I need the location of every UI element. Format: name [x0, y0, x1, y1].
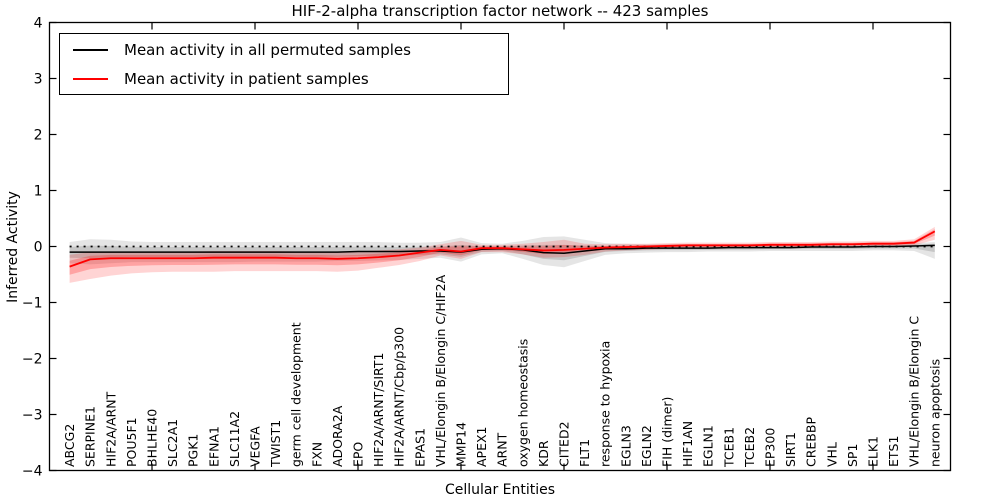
- category-label: SLC2A1: [165, 419, 180, 467]
- y-tick-label: −2: [22, 352, 43, 368]
- category-label: ABCG2: [62, 424, 77, 467]
- legend-label-patient: Mean activity in patient samples: [124, 69, 369, 88]
- y-tick-label: −3: [22, 408, 43, 424]
- chart-title: HIF-2-alpha transcription factor network…: [291, 2, 709, 20]
- category-label: CREBBP: [804, 417, 819, 467]
- category-label: ARNT: [495, 432, 510, 467]
- y-tick-label: −1: [22, 296, 43, 312]
- category-label: PGK1: [186, 434, 201, 467]
- category-label: EGLN3: [618, 425, 633, 467]
- category-label: FXN: [309, 442, 324, 467]
- y-tick-label: 2: [34, 128, 43, 144]
- legend-item-permuted: Mean activity in all permuted samples: [73, 39, 508, 61]
- category-label: BHLHE40: [145, 409, 160, 467]
- legend-label-permuted: Mean activity in all permuted samples: [124, 40, 411, 59]
- category-label: EGLN2: [639, 425, 654, 467]
- x-axis-label: Cellular Entities: [444, 482, 556, 498]
- category-label: SLC11A2: [227, 411, 242, 467]
- category-label: POU5F1: [124, 417, 139, 467]
- y-tick-label: 3: [34, 72, 43, 88]
- legend-item-patient: Mean activity in patient samples: [73, 68, 508, 90]
- category-label: TWIST1: [268, 420, 283, 468]
- category-label: ELK1: [866, 436, 881, 467]
- category-label: SIRT1: [783, 432, 798, 467]
- category-label: MMP14: [454, 422, 469, 467]
- category-label: TCEB2: [742, 427, 757, 468]
- y-tick-label: 0: [34, 240, 43, 256]
- category-label: CITED2: [557, 421, 572, 467]
- category-label: SP1: [845, 444, 860, 467]
- category-label: EPO: [351, 442, 366, 467]
- category-label: HIF2A/ARNT/SIRT1: [371, 353, 386, 467]
- category-label: EFNA1: [206, 426, 221, 467]
- category-label: FLT1: [577, 439, 592, 467]
- category-label: response to hypoxia: [598, 341, 613, 467]
- category-label: ETS1: [886, 436, 901, 467]
- y-tick-label: −4: [22, 464, 43, 480]
- category-label: VHL: [824, 442, 839, 467]
- x-category-labels: ABCG2 SERPINE1 HIF2A/ARNT POU5F1 BHLHE40 SLC2…: [62, 274, 942, 468]
- category-label: VHL/Elongin B/Elongin C: [907, 316, 922, 467]
- legend-line-sample-red: [73, 77, 108, 80]
- category-label: EPAS1: [412, 428, 427, 467]
- legend-line-sample-black: [73, 48, 108, 51]
- category-label: APEX1: [474, 426, 489, 467]
- category-label: SERPINE1: [83, 406, 98, 467]
- category-label: FIH (dimer): [660, 397, 675, 467]
- category-label: germ cell development: [289, 322, 304, 467]
- category-label: oxygen homeostasis: [515, 339, 530, 467]
- category-label: EP300: [763, 428, 778, 467]
- category-label: VEGFA: [248, 426, 263, 467]
- category-label: HIF2A/ARNT: [103, 391, 118, 467]
- category-label: KDR: [536, 440, 551, 467]
- category-label: EGLN1: [701, 425, 716, 467]
- category-label: VHL/Elongin B/Elongin C/HIF2A: [433, 274, 448, 467]
- patient-mean-line: [69, 230, 936, 268]
- x-ticks: [151, 22, 874, 471]
- legend-box: Mean activity in all permuted samples Me…: [59, 33, 509, 95]
- category-label: HIF1AN: [680, 421, 695, 467]
- y-tick-label: 4: [34, 16, 43, 32]
- category-label: neuron apoptosis: [927, 359, 942, 467]
- category-label: HIF2A/ARNT/Cbp/p300: [392, 327, 407, 467]
- y-tick-label: 1: [34, 184, 43, 200]
- patient-band: [69, 226, 935, 283]
- category-label: TCEB1: [721, 427, 736, 468]
- category-label: ADORA2A: [330, 405, 345, 467]
- y-ticks-and-labels: −4 −3 −2 −1 0 1 2 3 4: [22, 16, 951, 480]
